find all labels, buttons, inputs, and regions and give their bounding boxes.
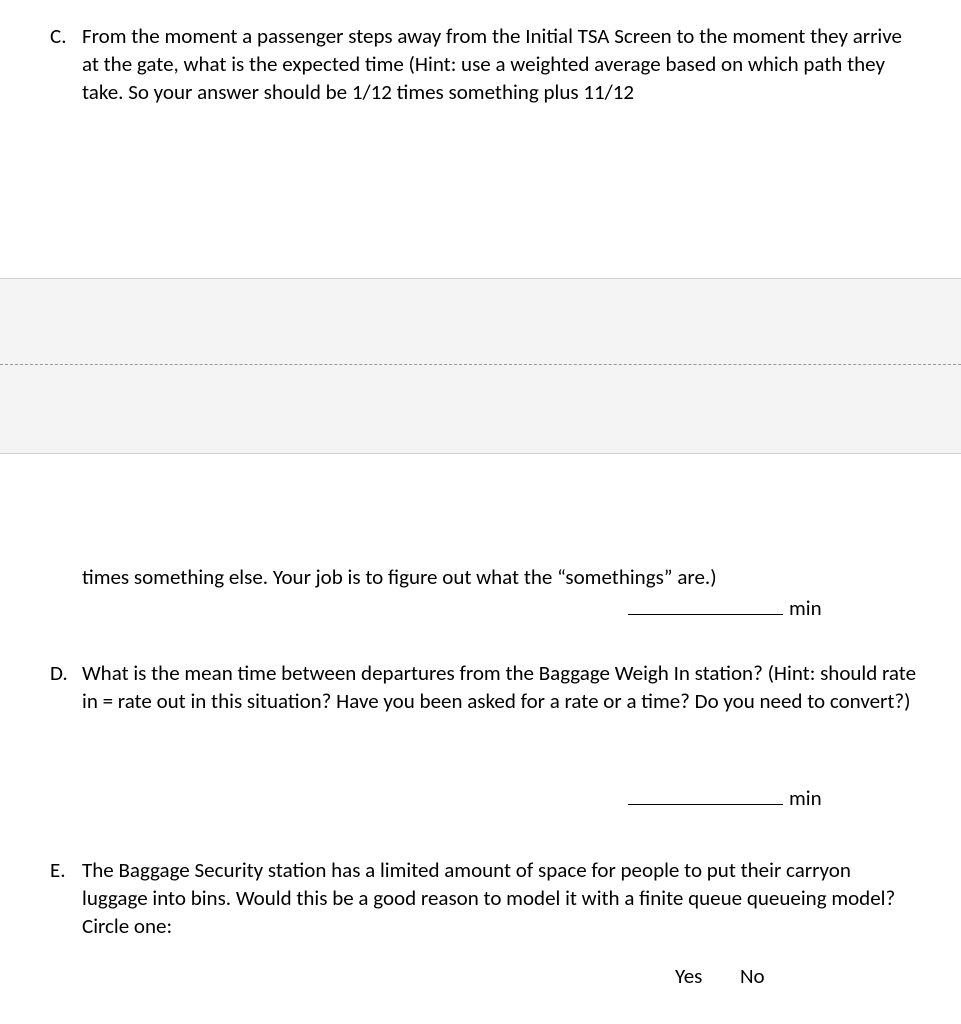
question-d: D. What is the mean time between departu… [50, 659, 921, 715]
question-c: C. From the moment a passenger steps awa… [50, 22, 921, 106]
question-d-answer: min [628, 784, 822, 812]
answer-blank-c[interactable] [628, 596, 783, 615]
document-page: C. From the moment a passenger steps awa… [0, 0, 961, 1024]
answer-blank-d[interactable] [628, 786, 783, 805]
ad-placeholder-band [0, 278, 961, 454]
option-yes[interactable]: Yes [675, 962, 702, 990]
question-d-text: What is the mean time between departures… [82, 659, 921, 715]
answer-unit-c: min [789, 595, 822, 621]
question-c-marker: C. [50, 22, 67, 50]
ad-placeholder-dashline [0, 364, 961, 365]
question-c-text-top: From the moment a passenger steps away f… [82, 22, 921, 106]
question-e-marker: E. [50, 856, 66, 884]
option-no[interactable]: No [740, 962, 765, 990]
question-d-marker: D. [50, 659, 68, 687]
question-e: E. The Baggage Security station has a li… [50, 856, 921, 940]
question-c-answer: min [628, 594, 822, 622]
question-c-text-cont: times something else. Your job is to fig… [82, 563, 921, 591]
question-e-text: The Baggage Security station has a limit… [82, 856, 921, 940]
answer-unit-d: min [789, 785, 822, 811]
